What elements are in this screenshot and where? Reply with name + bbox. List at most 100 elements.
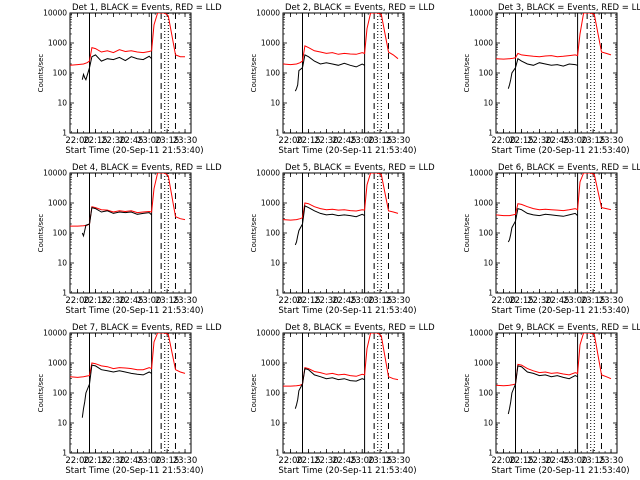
series-line-lld <box>496 333 612 387</box>
y-tick-label: 10 <box>57 419 67 428</box>
y-tick-label: 1 <box>275 449 280 458</box>
x-tick-label: 23:30 <box>173 456 198 466</box>
y-tick-label: 1 <box>62 289 67 298</box>
y-tick-label: 100 <box>479 389 494 398</box>
panel-title: Det 3, BLACK = Events, RED = LLD <box>498 3 640 13</box>
y-tick-label: 100 <box>53 229 68 238</box>
x-tick-label: 22:45 <box>119 136 144 146</box>
x-tick-label: 22:00 <box>65 136 90 146</box>
x-tick-label: 22:15 <box>296 456 321 466</box>
x-tick-label: 23:00 <box>137 456 162 466</box>
x-tick-label: 23:15 <box>368 296 393 306</box>
y-tick-label: 10000 <box>256 9 280 18</box>
y-tick-label: 10000 <box>469 169 493 178</box>
x-axis-label: Start Time (20-Sep-11 21:53:40) <box>278 146 416 156</box>
x-tick-label: 22:45 <box>545 296 570 306</box>
series-line-lld <box>70 333 186 378</box>
panel-title: Det 6, BLACK = Events, RED = LLD <box>498 163 640 173</box>
x-tick-label: 23:15 <box>155 136 180 146</box>
x-tick-label: 22:00 <box>491 456 516 466</box>
y-tick-label: 10000 <box>469 9 493 18</box>
y-tick-label: 10 <box>270 259 280 268</box>
axes-frame <box>495 332 618 454</box>
axes-frame <box>282 12 405 134</box>
panel-det-8: Det 8, BLACK = Events, RED = LLD Counts/s… <box>250 323 435 476</box>
x-axis-label: Start Time (20-Sep-11 21:53:40) <box>278 466 416 476</box>
x-axis-label: Start Time (20-Sep-11 21:53:40) <box>278 306 416 316</box>
x-axis-label: Start Time (20-Sep-11 21:53:40) <box>65 146 203 156</box>
axes-frame <box>282 172 405 294</box>
panel-title: Det 5, BLACK = Events, RED = LLD <box>285 163 435 173</box>
y-tick-label: 1 <box>488 289 493 298</box>
y-tick-label: 1 <box>275 289 280 298</box>
y-tick-label: 100 <box>479 229 494 238</box>
x-tick-label: 23:15 <box>155 296 180 306</box>
y-tick-label: 1000 <box>474 359 493 368</box>
y-tick-label: 1000 <box>48 199 67 208</box>
x-tick-label: 22:45 <box>332 136 357 146</box>
x-tick-label: 22:30 <box>101 136 126 146</box>
x-tick-label: 23:00 <box>137 136 162 146</box>
panel-title: Det 7, BLACK = Events, RED = LLD <box>72 323 222 333</box>
x-tick-label: 23:00 <box>137 296 162 306</box>
panel-det-5: Det 5, BLACK = Events, RED = LLD Counts/s… <box>250 163 435 316</box>
x-tick-label: 23:15 <box>581 296 606 306</box>
y-tick-label: 100 <box>266 229 281 238</box>
x-tick-label: 22:30 <box>527 136 552 146</box>
x-tick-label: 23:30 <box>173 296 198 306</box>
y-axis-label: Counts/sec <box>463 374 471 413</box>
x-tick-label: 23:15 <box>155 456 180 466</box>
x-tick-label: 23:15 <box>368 456 393 466</box>
panel-det-4: Det 4, BLACK = Events, RED = LLD Counts/s… <box>37 163 222 316</box>
y-tick-label: 100 <box>479 69 494 78</box>
panel-title: Det 9, BLACK = Events, RED = LLD <box>498 323 640 333</box>
series-line-events <box>81 206 152 238</box>
x-tick-label: 22:45 <box>332 296 357 306</box>
series-line-events <box>294 54 365 92</box>
x-tick-label: 22:00 <box>491 296 516 306</box>
y-tick-label: 10 <box>57 259 67 268</box>
y-tick-label: 10000 <box>256 169 280 178</box>
x-tick-label: 23:30 <box>173 136 198 146</box>
series-line-events <box>507 207 578 243</box>
x-axis-label: Start Time (20-Sep-11 21:53:40) <box>491 466 629 476</box>
y-tick-label: 1000 <box>261 359 280 368</box>
y-tick-label: 10 <box>483 419 493 428</box>
y-tick-label: 1000 <box>474 199 493 208</box>
x-tick-label: 22:15 <box>509 296 534 306</box>
y-tick-label: 10 <box>270 419 280 428</box>
y-tick-label: 1000 <box>261 199 280 208</box>
y-axis-label: Counts/sec <box>37 214 45 253</box>
x-tick-label: 22:15 <box>83 296 108 306</box>
x-tick-label: 22:00 <box>65 456 90 466</box>
panel-det-9: Det 9, BLACK = Events, RED = LLD Counts/s… <box>463 323 640 476</box>
series-line-lld <box>496 173 612 217</box>
x-tick-label: 23:15 <box>581 136 606 146</box>
x-tick-label: 23:15 <box>581 456 606 466</box>
series-line-events <box>81 54 152 81</box>
y-axis-label: Counts/sec <box>37 54 45 93</box>
y-tick-label: 10000 <box>43 329 67 338</box>
x-tick-label: 23:00 <box>563 136 588 146</box>
series-line-lld <box>283 173 399 221</box>
y-tick-label: 10 <box>483 99 493 108</box>
x-tick-label: 22:15 <box>509 136 534 146</box>
x-tick-label: 22:30 <box>314 136 339 146</box>
x-axis-label: Start Time (20-Sep-11 21:53:40) <box>65 306 203 316</box>
y-tick-label: 1000 <box>48 39 67 48</box>
series-line-lld <box>283 333 399 387</box>
x-tick-label: 22:00 <box>65 296 90 306</box>
x-tick-label: 22:15 <box>83 456 108 466</box>
x-axis-label: Start Time (20-Sep-11 21:53:40) <box>491 146 629 156</box>
x-tick-label: 22:15 <box>83 136 108 146</box>
panel-det-7: Det 7, BLACK = Events, RED = LLD Counts/s… <box>37 323 222 476</box>
x-tick-label: 22:45 <box>332 456 357 466</box>
y-tick-label: 100 <box>266 389 281 398</box>
panel-det-1: Det 1, BLACK = Events, RED = LLD Counts/s… <box>37 3 222 156</box>
x-tick-label: 22:45 <box>545 136 570 146</box>
panel-title: Det 2, BLACK = Events, RED = LLD <box>285 3 435 13</box>
y-axis-label: Counts/sec <box>250 214 258 253</box>
x-tick-label: 22:00 <box>278 296 303 306</box>
panel-det-2: Det 2, BLACK = Events, RED = LLD Counts/s… <box>250 3 435 156</box>
x-tick-label: 22:45 <box>119 456 144 466</box>
